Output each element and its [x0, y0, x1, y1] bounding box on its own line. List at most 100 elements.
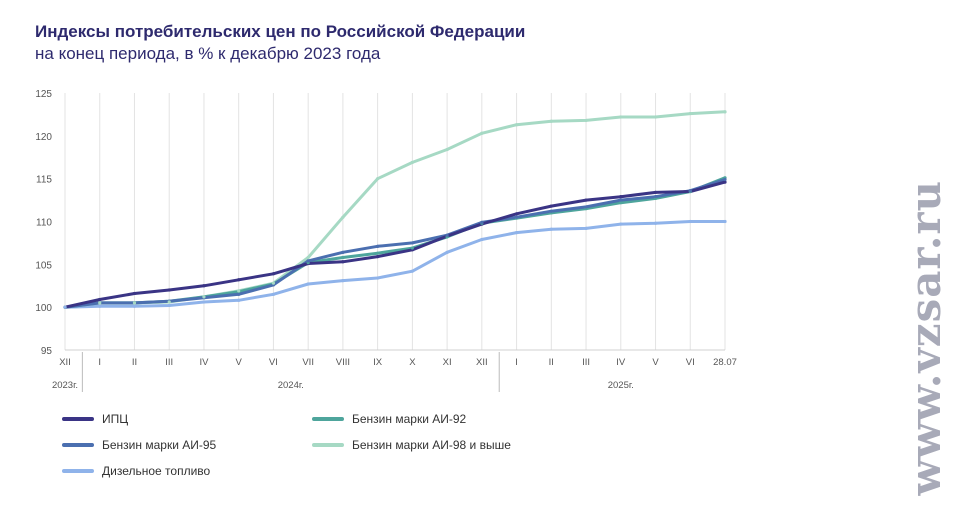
series-point — [584, 198, 588, 202]
legend-label: Бензин марки АИ-92 — [352, 412, 467, 426]
series-point — [445, 233, 449, 237]
series-point — [63, 305, 67, 309]
series-point — [376, 244, 380, 248]
series-point — [549, 119, 553, 123]
series-point — [653, 195, 658, 199]
series-point — [132, 304, 137, 308]
series-point — [619, 222, 623, 226]
y-tick-label: 115 — [36, 175, 52, 186]
series-point — [549, 227, 553, 231]
x-tick-label: I — [515, 357, 518, 368]
y-tick-label: 95 — [41, 346, 53, 357]
x-tick-label: I — [98, 357, 101, 368]
series-point — [98, 301, 102, 305]
series-point — [167, 300, 171, 304]
series-point — [584, 205, 588, 209]
series-line — [63, 220, 727, 309]
series-point — [376, 255, 380, 259]
series-point — [376, 251, 380, 255]
legend-item: Бензин марки АИ-92 — [312, 412, 466, 426]
series-point — [514, 231, 519, 235]
x-group-label: 2023г. — [52, 380, 78, 391]
series-point — [723, 177, 727, 182]
series-point — [723, 110, 727, 114]
legend-item: Бензин марки АИ-95 — [62, 438, 216, 452]
x-tick-label: V — [236, 357, 243, 368]
x-tick-label: III — [582, 357, 590, 368]
series-point — [445, 250, 449, 254]
series-point — [376, 177, 380, 181]
x-tick-label: II — [549, 357, 554, 368]
series-point — [306, 255, 310, 260]
series-point — [237, 289, 241, 293]
series-point — [480, 131, 484, 135]
series-point — [98, 297, 102, 302]
x-group-label: 2024г. — [278, 380, 304, 391]
x-tick-label: VI — [686, 357, 695, 368]
series-line — [63, 110, 727, 309]
y-tick-label: 105 — [35, 260, 52, 271]
series-point — [341, 215, 345, 219]
series-point — [376, 276, 380, 280]
series-point — [723, 180, 727, 184]
chart-subtitle: на конец периода, в % к декабрю 2023 год… — [35, 44, 381, 63]
series-point — [410, 241, 414, 245]
x-tick-label: XI — [443, 357, 452, 368]
y-tick-label: 110 — [36, 218, 52, 229]
x-tick-label: VII — [302, 357, 314, 368]
series-point — [584, 226, 588, 230]
series-point — [619, 115, 623, 119]
series-point — [132, 291, 137, 296]
legend-label: ИПЦ — [102, 412, 129, 426]
series-point — [549, 204, 553, 208]
series-point — [688, 219, 692, 224]
x-tick-label: IX — [373, 357, 383, 368]
series-point — [306, 259, 310, 263]
series-point — [653, 190, 658, 194]
chart-title: Индексы потребительских цен по Российско… — [35, 22, 526, 41]
series-point — [410, 269, 414, 273]
series-point — [480, 220, 484, 224]
legend-label: Бензин марки АИ-95 — [102, 438, 217, 452]
legend-swatch — [62, 443, 94, 447]
series-point — [619, 198, 623, 202]
series-point — [723, 219, 727, 224]
x-tick-label: V — [652, 357, 659, 368]
series-point — [202, 300, 206, 304]
legend-item: Бензин марки АИ-98 и выше — [312, 438, 511, 452]
chart-legend: ИПЦ Бензин марки АИ-92 Бензин марки АИ-95 Б… — [62, 412, 662, 492]
series-point — [237, 292, 241, 296]
series-point — [132, 301, 137, 305]
x-tick-label: XII — [476, 357, 488, 368]
series-point — [341, 255, 345, 260]
y-tick-label: 125 — [35, 89, 52, 100]
x-tick-label: VIII — [336, 357, 350, 368]
series-point — [341, 260, 345, 264]
series-line — [63, 178, 727, 309]
series-point — [306, 282, 310, 286]
series-point — [653, 115, 658, 119]
x-tick-label: XII — [59, 357, 71, 368]
series-point — [480, 237, 484, 242]
watermark: www.vzsar.ru — [901, 180, 950, 496]
legend-swatch — [312, 417, 344, 421]
y-tick-label: 100 — [35, 303, 52, 314]
legend-label: Бензин марки АИ-98 и выше — [352, 438, 511, 452]
x-tick-label: II — [132, 357, 137, 368]
series-point — [237, 298, 241, 302]
series-point — [584, 118, 588, 123]
series-point — [98, 304, 102, 308]
series-point — [271, 292, 276, 296]
legend-item: ИПЦ — [62, 412, 128, 426]
x-tick-label: IV — [616, 357, 626, 368]
x-tick-label: III — [165, 357, 173, 368]
series-point — [167, 288, 171, 292]
series-point — [688, 111, 692, 116]
series-point — [619, 201, 623, 205]
series-point — [514, 123, 519, 127]
x-tick-label: X — [409, 357, 416, 368]
legend-swatch — [312, 443, 344, 447]
series-point — [619, 195, 623, 199]
legend-swatch — [62, 469, 94, 473]
series-point — [514, 215, 519, 219]
